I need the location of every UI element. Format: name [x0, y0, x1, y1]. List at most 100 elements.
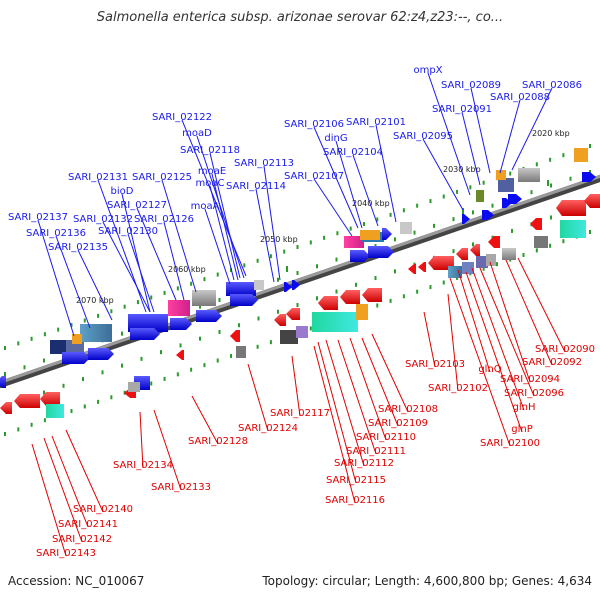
- gene-block: [168, 300, 190, 316]
- rail-mark: [179, 343, 182, 348]
- rail-mark: [30, 422, 33, 427]
- rail-mark: [495, 262, 498, 267]
- position-tick-label: 2040 kbp: [352, 199, 390, 208]
- rail-mark: [389, 298, 392, 303]
- rail-mark: [257, 316, 260, 321]
- forward-gene-arrow: [502, 198, 512, 208]
- rail-mark: [110, 309, 113, 314]
- rail-mark: [452, 249, 455, 254]
- forward-gene-label: ompX: [413, 65, 442, 76]
- leader-line: [209, 152, 241, 279]
- reverse-gene-label: SARI_02134: [113, 460, 173, 471]
- leader-line: [55, 235, 91, 329]
- leader-line: [163, 221, 185, 301]
- forward-gene-label: moaD: [182, 128, 212, 139]
- rail-mark: [589, 230, 591, 234]
- leader-line: [65, 429, 104, 513]
- gene-block: [518, 168, 540, 182]
- rail-mark: [442, 280, 445, 285]
- rail-mark: [256, 344, 259, 349]
- gene-block: [296, 326, 308, 338]
- reverse-gene-label: SARI_02133: [151, 482, 211, 493]
- forward-gene-arrow: [508, 194, 522, 204]
- rail-mark: [316, 264, 318, 269]
- rail-mark: [121, 363, 123, 368]
- leader-line: [161, 179, 197, 293]
- reverse-gene-arrow: [556, 200, 586, 216]
- leader-line: [471, 267, 525, 411]
- leader-line: [291, 355, 301, 417]
- forward-gene-label: SARI_02107: [284, 171, 344, 182]
- rail-mark: [101, 370, 104, 375]
- rail-mark: [70, 409, 73, 414]
- gene-block: [534, 236, 548, 248]
- gene-block: [400, 222, 412, 234]
- gene-block: [356, 304, 368, 320]
- leader-line: [317, 341, 357, 484]
- rail-mark: [218, 329, 221, 334]
- gene-block: [236, 346, 246, 358]
- rail-mark: [535, 162, 538, 167]
- rail-mark: [429, 285, 432, 290]
- forward-gene-label: moaE: [198, 166, 226, 177]
- position-tick-label: 2060 kbp: [168, 265, 206, 274]
- reverse-gene-arrow: [14, 394, 40, 408]
- rail-mark: [150, 381, 153, 386]
- reverse-gene-arrow: [428, 256, 454, 270]
- leader-line: [375, 124, 397, 223]
- rail-mark: [97, 313, 100, 318]
- rail-mark: [335, 257, 338, 262]
- rail-mark: [160, 350, 162, 355]
- rail-mark: [238, 323, 240, 328]
- forward-gene-arrow: [382, 228, 392, 240]
- gene-block: [486, 254, 496, 266]
- leader-line: [153, 409, 182, 491]
- reverse-gene-label: SARI_02102: [428, 383, 488, 394]
- rail-mark: [413, 230, 416, 235]
- leader-line: [255, 188, 275, 283]
- gene-block: [128, 382, 140, 392]
- rail-mark: [349, 226, 352, 231]
- rail-mark: [43, 418, 46, 423]
- forward-gene-label: SARI_02086: [522, 80, 582, 91]
- forward-gene-label: SARI_02091: [432, 104, 492, 115]
- forward-gene-label: SARI_02135: [48, 242, 108, 253]
- leader-line: [121, 193, 151, 313]
- reverse-gene-arrow: [176, 350, 184, 360]
- reverse-gene-label: SARI_02110: [356, 432, 416, 443]
- reverse-gene-arrow: [230, 330, 240, 342]
- reverse-gene-label: SARI_02111: [346, 446, 406, 457]
- rail-mark: [374, 276, 377, 281]
- leader-line: [479, 267, 535, 397]
- reverse-gene-label: SARI_02124: [238, 423, 298, 434]
- forward-gene-arrow: [582, 172, 596, 182]
- leader-line: [427, 72, 471, 196]
- leader-line: [517, 257, 566, 353]
- rail-mark: [336, 231, 339, 236]
- rail-mark: [509, 171, 512, 176]
- rail-mark: [176, 286, 179, 291]
- leader-line: [181, 119, 247, 277]
- leader-line: [337, 339, 377, 455]
- leader-line: [465, 271, 523, 433]
- forward-gene-arrow: [170, 318, 192, 330]
- rail-mark: [296, 303, 299, 307]
- reverse-gene-arrow: [362, 288, 382, 302]
- rail-mark: [43, 390, 45, 395]
- rail-mark: [230, 353, 233, 358]
- rail-mark: [362, 222, 365, 227]
- rail-mark: [442, 194, 445, 199]
- forward-gene-label: SARI_02131: [68, 172, 128, 183]
- rail-mark: [394, 269, 396, 274]
- rail-mark: [549, 157, 552, 162]
- forward-gene-arrow: [368, 246, 394, 258]
- rail-mark: [416, 289, 419, 294]
- leader-line: [447, 293, 459, 392]
- leader-line: [349, 337, 387, 441]
- leader-line: [470, 87, 491, 174]
- forward-gene-label: SARI_02113: [234, 158, 294, 169]
- genome-summary-text: Topology: circular; Length: 4,600,800 bp…: [262, 574, 592, 588]
- rail-mark: [530, 190, 533, 195]
- rail-mark: [43, 332, 46, 337]
- gene-block: [476, 256, 488, 268]
